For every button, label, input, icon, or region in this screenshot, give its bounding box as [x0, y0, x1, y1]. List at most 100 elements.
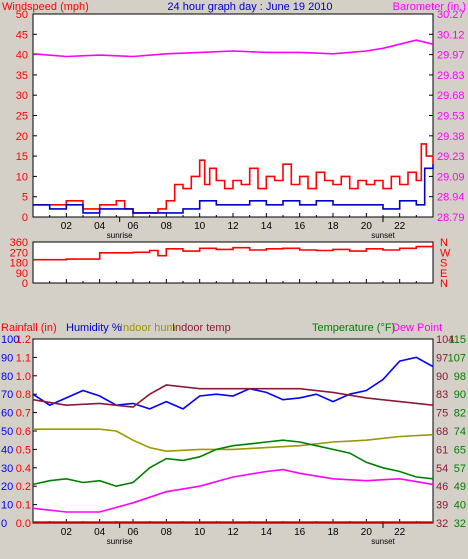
temp-y-tick: 32 [454, 518, 466, 530]
dir-y-tick: 90 [16, 268, 28, 280]
indoor-temp-y-tick: 61 [436, 444, 448, 456]
baro-axis-title: Barometer (in.) [393, 1, 466, 13]
wind-y-tick: 45 [16, 29, 28, 41]
baro-y-tick: 29.97 [437, 50, 465, 62]
x-tick-label: 12 [227, 527, 239, 538]
baro-y-tick: 29.68 [437, 90, 465, 102]
compass-label: E [440, 268, 447, 280]
compass-label: N [440, 237, 448, 249]
compass-label: W [440, 247, 451, 259]
indoor-temp-y-tick: 54 [436, 463, 448, 475]
wind-y-tick: 0 [22, 212, 28, 224]
wind-axis-title: Windspeed (mph) [2, 1, 89, 13]
x-tick-label: 10 [194, 527, 206, 538]
sunset-label: sunset [371, 537, 395, 546]
wind-dir-line [33, 243, 434, 261]
x-tick-label: 14 [261, 221, 273, 232]
wind-series-line [33, 164, 434, 214]
indoor-temp-axis-title: Indoor temp [172, 322, 231, 334]
wind-y-tick: 50 [16, 9, 28, 21]
rain-y-tick: 0.7 [16, 408, 31, 420]
indoor-temp-y-tick: 46 [436, 481, 448, 493]
humidity-y-tick: 20 [1, 481, 13, 493]
baro-y-tick: 29.83 [437, 70, 465, 82]
baro-y-tick: 28.79 [437, 212, 465, 224]
humidity-y-tick: 10 [1, 500, 13, 512]
wind-y-tick: 10 [16, 171, 28, 183]
rain-y-tick: 0.6 [16, 426, 31, 438]
x-tick-label: 16 [294, 527, 306, 538]
rain-y-tick: 0.1 [16, 500, 31, 512]
x-tick-label: 08 [161, 527, 173, 538]
baro-y-tick: 29.23 [437, 151, 465, 163]
humidity-y-tick: 60 [1, 408, 13, 420]
x-tick-label: 22 [394, 221, 406, 232]
indoor-temp-y-tick: 104 [436, 334, 454, 346]
indoor-temp-y-tick: 75 [436, 408, 448, 420]
temperature-axis-title: Temperature (°F) [312, 322, 395, 334]
chart-title: 24 hour graph day : June 19 2010 [167, 1, 332, 13]
rain-y-tick: 0.5 [16, 444, 31, 456]
humidity-y-tick: 0 [1, 518, 7, 530]
temp-y-tick: 74 [454, 426, 466, 438]
humidity-y-tick: 80 [1, 371, 13, 383]
x-tick-label: 08 [161, 221, 173, 232]
wind-y-tick: 25 [16, 111, 28, 123]
dew-point-axis-title: Dew Point [392, 322, 442, 334]
x-tick-label: 06 [127, 527, 139, 538]
dir-y-tick: 0 [22, 278, 28, 290]
wind-y-tick: 15 [16, 151, 28, 163]
humidity-y-tick: 70 [1, 389, 13, 401]
temp-y-tick: 107 [448, 352, 466, 364]
x-tick-label: 02 [61, 527, 73, 538]
baro-y-tick: 29.53 [437, 111, 465, 123]
indoor-temp-y-tick: 83 [436, 389, 448, 401]
dir-y-tick: 270 [10, 247, 28, 259]
sunset-label: sunset [371, 231, 395, 240]
rain-y-tick: 0.8 [16, 389, 31, 401]
rain-y-tick: 1.1 [16, 352, 31, 364]
temp-y-tick: 115 [448, 334, 466, 346]
temp-hum-series-line [32, 439, 434, 488]
rain-y-tick: 1.0 [16, 371, 31, 383]
indoor-temp-y-tick: 90 [436, 371, 448, 383]
x-tick-label: 04 [94, 527, 106, 538]
indoor-temp-y-tick: 68 [436, 426, 448, 438]
indoor-temp-y-tick: 97 [436, 352, 448, 364]
sunrise-label: sunrise [107, 231, 133, 240]
baro-y-tick: 28.94 [437, 192, 465, 204]
rainfall-axis-title: Rainfall (in) [1, 322, 57, 334]
temp-y-tick: 65 [454, 444, 466, 456]
temp-y-tick: 82 [454, 408, 466, 420]
temp-hum-series-line [33, 428, 434, 453]
wind-y-tick: 40 [16, 50, 28, 62]
compass-label: S [440, 258, 447, 270]
baro-y-tick: 29.38 [437, 131, 465, 143]
compass-label: N [440, 278, 448, 290]
x-tick-label: 20 [361, 527, 373, 538]
baro-y-tick: 30.27 [437, 9, 465, 21]
humidity-y-tick: 30 [1, 463, 13, 475]
rain-y-tick: 0.2 [16, 481, 31, 493]
humidity-axis-title: Humidity % [66, 322, 122, 334]
temp-y-tick: 57 [454, 463, 466, 475]
sunrise-label: sunrise [107, 537, 133, 546]
x-tick-label: 16 [294, 221, 306, 232]
x-tick-label: 12 [227, 221, 239, 232]
humidity-y-tick: 40 [1, 444, 13, 456]
x-tick-label: 04 [94, 221, 106, 232]
baro-y-tick: 29.09 [437, 171, 465, 183]
rain-y-tick: 0.0 [16, 518, 31, 530]
temp-y-tick: 90 [454, 389, 466, 401]
temp-y-tick: 98 [454, 371, 466, 383]
x-tick-label: 14 [261, 527, 273, 538]
temp-hum-series-line [32, 384, 434, 408]
x-tick-label: 10 [194, 221, 206, 232]
indoor-hum-axis-title: Indoor hum [120, 322, 176, 334]
rain-y-tick: 1.2 [16, 334, 31, 346]
x-tick-label: 18 [327, 221, 339, 232]
x-tick-label: 22 [394, 527, 406, 538]
indoor-temp-y-tick: 32 [436, 518, 448, 530]
